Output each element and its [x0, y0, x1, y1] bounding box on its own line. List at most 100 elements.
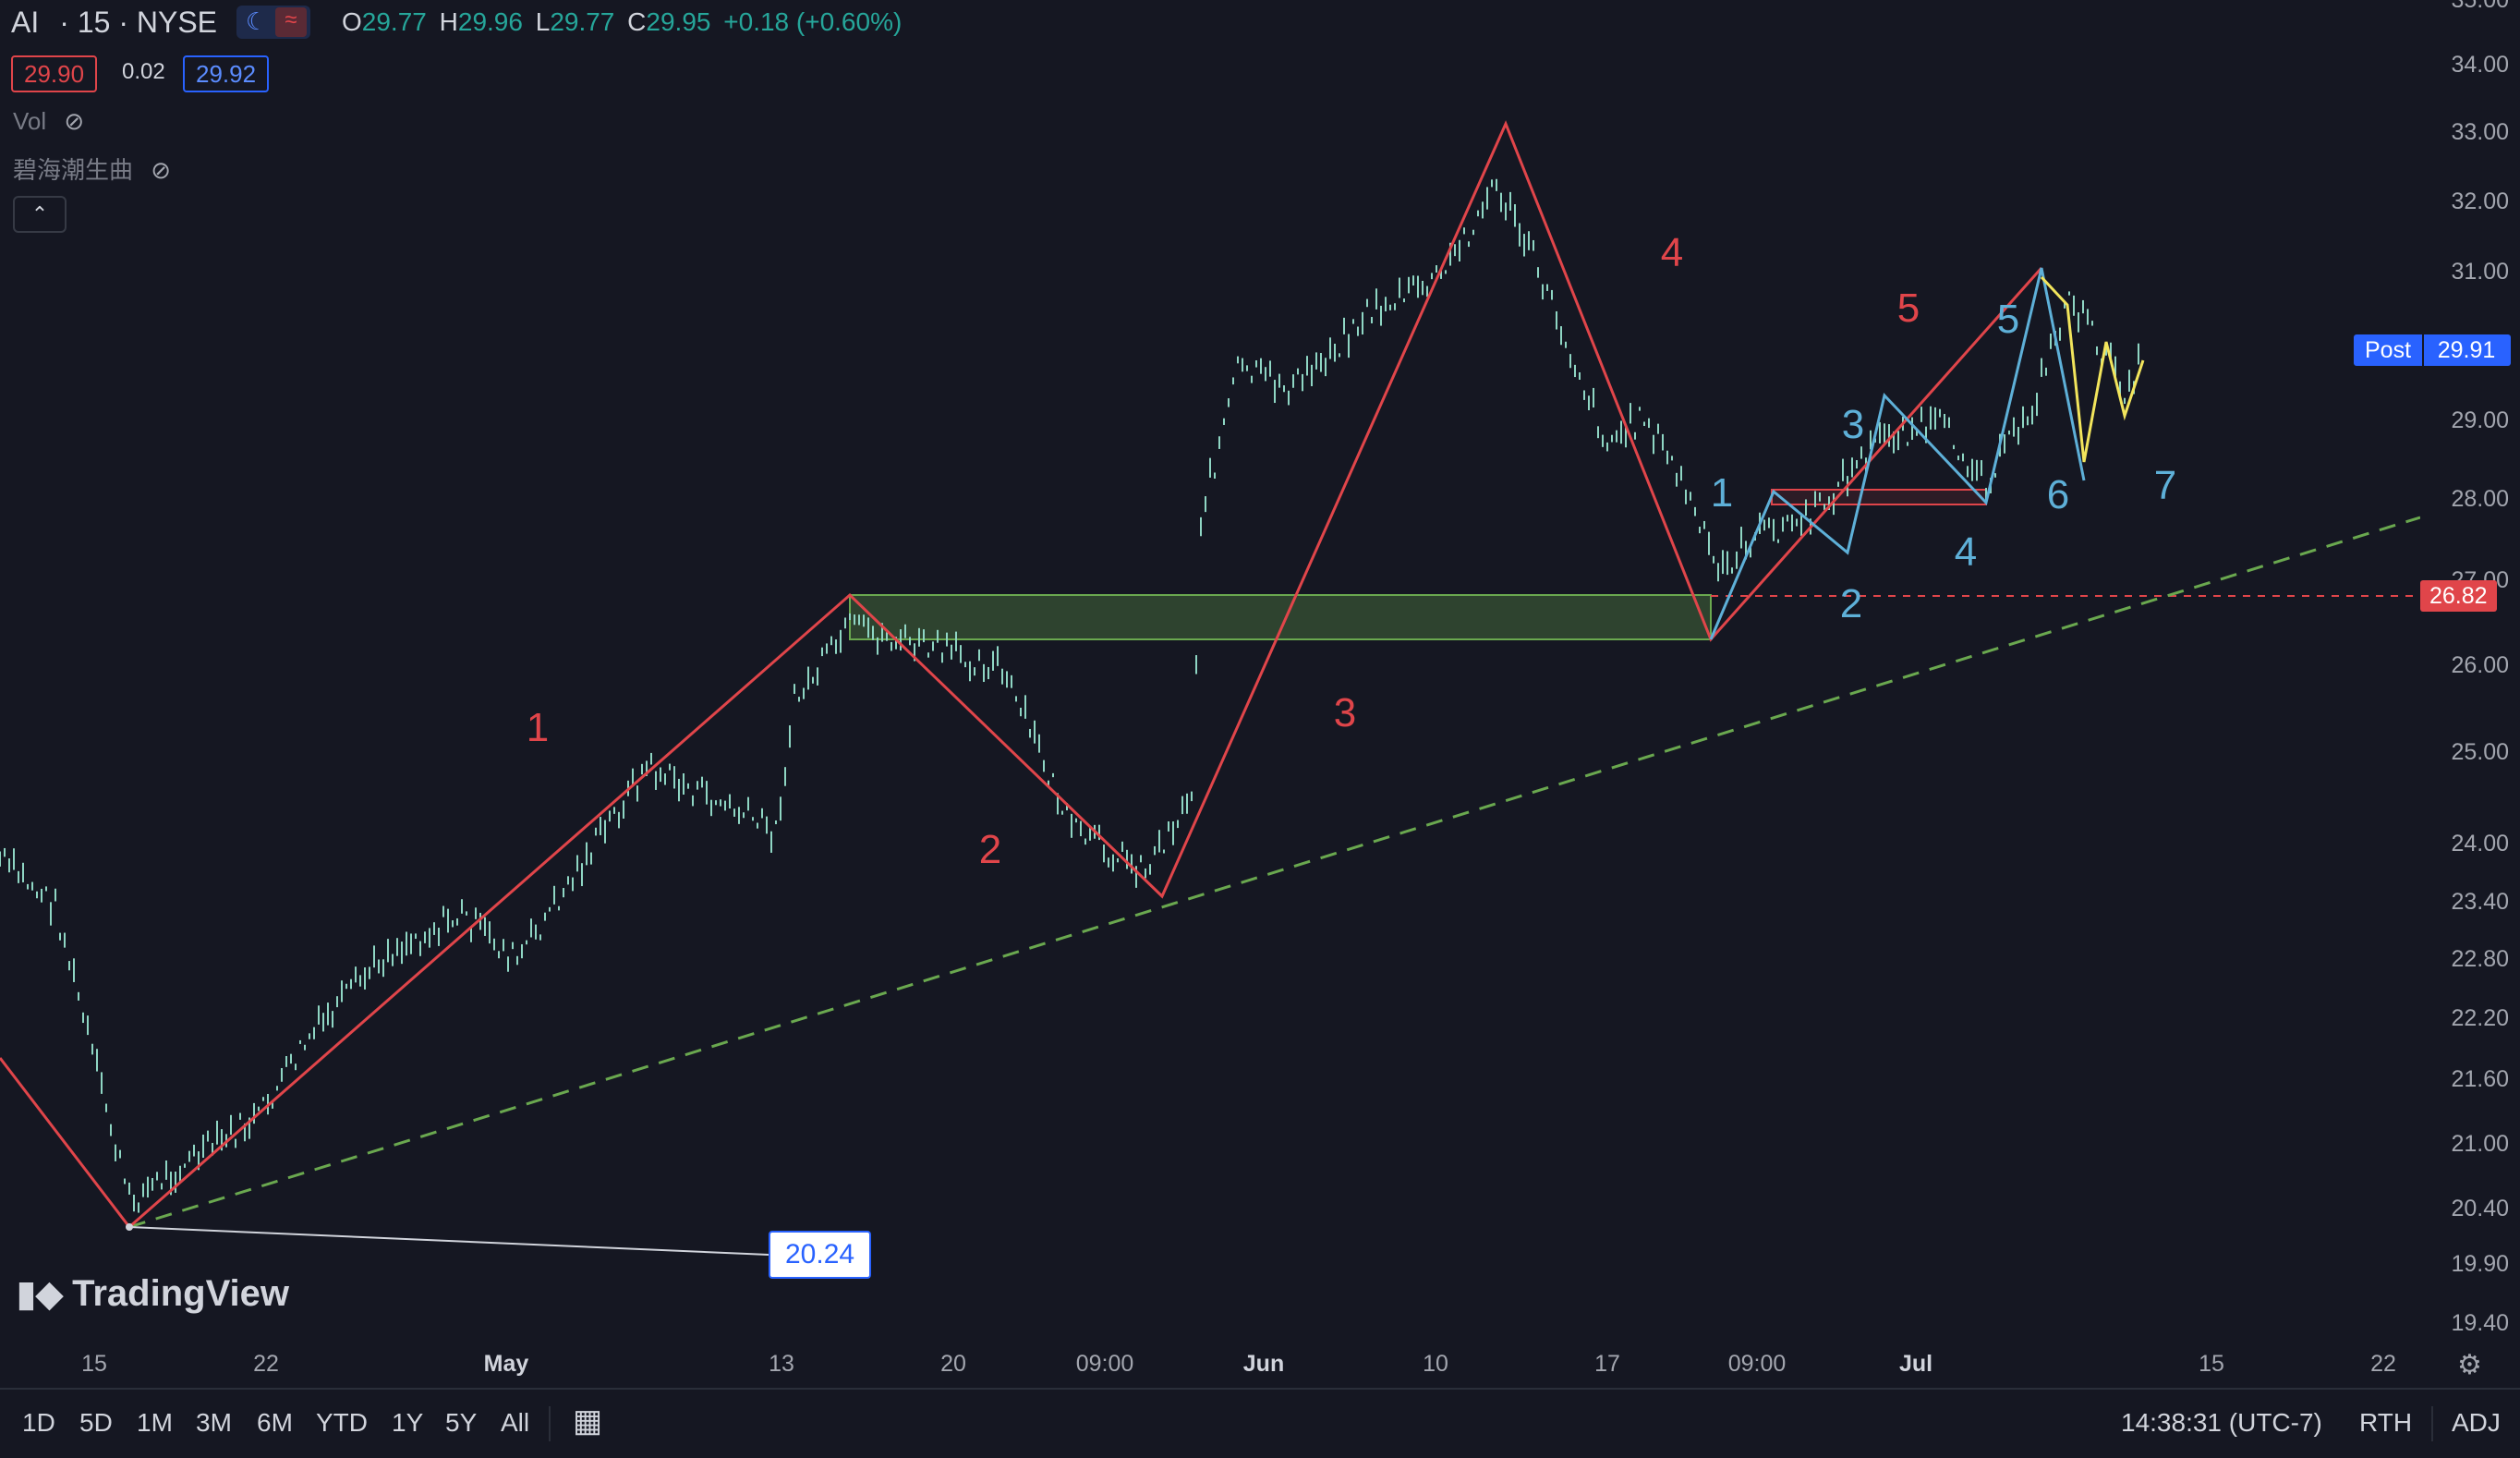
open-label: O: [342, 7, 362, 36]
price-tick: 28.00: [2451, 486, 2509, 512]
interval-exchange[interactable]: · 15 · NYSE: [59, 6, 218, 39]
wave-label-blue-3: 3: [1841, 402, 1865, 447]
calendar-icon[interactable]: ▦: [573, 1403, 603, 1439]
price-tick: 21.00: [2451, 1131, 2509, 1157]
high-label: H: [439, 7, 458, 36]
time-tick: 22: [2370, 1351, 2396, 1377]
price-line-tag[interactable]: 26.82: [2420, 580, 2497, 612]
price-chart[interactable]: [0, 0, 2420, 1388]
price-tick: 19.90: [2451, 1251, 2509, 1277]
wave-icon: ≈: [275, 7, 307, 37]
high-value: 29.96: [457, 7, 523, 36]
range-all[interactable]: All: [501, 1408, 530, 1437]
time-tick: 09:00: [1727, 1351, 1787, 1377]
spread-value: 0.02: [122, 59, 165, 84]
elliott-wave-yellow[interactable]: [2040, 275, 2145, 463]
range-6m[interactable]: 6M: [257, 1408, 293, 1437]
price-tick: 21.60: [2451, 1066, 2509, 1092]
price-tick: 25.00: [2451, 739, 2509, 765]
price-tick: 20.40: [2451, 1196, 2509, 1221]
time-tick: 17: [1594, 1351, 1620, 1377]
time-tick: Jun: [1242, 1351, 1285, 1377]
price-tick: 19.40: [2451, 1310, 2509, 1336]
tradingview-logo-icon: ▮◆: [17, 1275, 64, 1314]
wave-label-red-5: 5: [1896, 286, 1920, 331]
session-toggle-rth[interactable]: RTH: [2359, 1408, 2413, 1437]
time-tick: 20: [940, 1351, 966, 1377]
wave-label-blue-4: 4: [1954, 529, 1978, 575]
time-tick: 15: [2199, 1351, 2224, 1377]
bid-price-box[interactable]: 29.90: [11, 55, 98, 92]
change-value: +0.18 (+0.60%): [723, 7, 903, 36]
time-tick: 15: [81, 1351, 107, 1377]
time-tick: 13: [769, 1351, 794, 1377]
watermark-text: TradingView: [72, 1273, 290, 1314]
elliott-wave-blue[interactable]: [1709, 267, 2086, 640]
wave-label-blue-6: 6: [2046, 472, 2070, 517]
hidden-eye-icon[interactable]: ⊘: [64, 107, 85, 135]
post-market-tag[interactable]: Post 29.91: [2354, 334, 2511, 366]
divider: [549, 1406, 551, 1441]
wave-label-blue-1: 1: [1710, 470, 1734, 516]
range-1d[interactable]: 1D: [22, 1408, 55, 1437]
candlestick-series: [0, 178, 2139, 1213]
indicator-row[interactable]: 碧海潮生曲 ⊘: [13, 152, 171, 186]
chart-area[interactable]: AI · 15 · NYSE ☾ ≈ O29.77 H29.96 L29.77 …: [0, 0, 2420, 1388]
tradingview-watermark: ▮◆ TradingView: [17, 1273, 289, 1315]
low-point-marker: [126, 1223, 133, 1231]
small-zone-rectangle[interactable]: [1771, 489, 1987, 505]
divider: [2431, 1406, 2433, 1441]
elliott-wave-red[interactable]: [0, 120, 2043, 1230]
wave-label-blue-5: 5: [1996, 297, 2020, 342]
ask-price-box[interactable]: 29.92: [183, 55, 270, 92]
wave-label-red-3: 3: [1333, 690, 1357, 735]
price-tick: 22.80: [2451, 946, 2509, 972]
volume-indicator-row[interactable]: Vol ⊘: [13, 107, 84, 136]
price-tick: 23.40: [2451, 889, 2509, 915]
time-tick: May: [483, 1351, 529, 1377]
legend-symbol-row: AI · 15 · NYSE: [11, 6, 217, 40]
post-label: Post: [2354, 334, 2424, 366]
range-1m[interactable]: 1M: [137, 1408, 173, 1437]
price-axis[interactable]: 35.0034.0033.0032.0031.0029.0028.0027.00…: [2420, 0, 2520, 1388]
low-price-label[interactable]: 20.24: [769, 1231, 872, 1279]
range-5d[interactable]: 5D: [79, 1408, 113, 1437]
range-1y[interactable]: 1Y: [392, 1408, 424, 1437]
time-tick: 09:00: [1075, 1351, 1134, 1377]
moon-icon: ☾: [246, 7, 268, 35]
support-trendline[interactable]: [128, 516, 2420, 1229]
chart-settings-icon[interactable]: ⚙: [2457, 1350, 2482, 1380]
wave-label-blue-2: 2: [1839, 581, 1863, 626]
wave-label-red-2: 2: [978, 827, 1002, 872]
price-tick: 34.00: [2451, 52, 2509, 78]
time-tick: Jul: [1898, 1351, 1933, 1377]
range-3m[interactable]: 3M: [196, 1408, 232, 1437]
price-tick: 35.00: [2451, 0, 2509, 13]
price-tick: 29.00: [2451, 407, 2509, 433]
price-tick: 22.20: [2451, 1005, 2509, 1031]
volume-label: Vol: [13, 107, 47, 135]
session-toggle[interactable]: ☾ ≈: [236, 6, 310, 39]
symbol-name[interactable]: AI: [11, 6, 40, 39]
open-value: 29.77: [361, 7, 427, 36]
price-tick: 31.00: [2451, 259, 2509, 285]
chevron-up-icon: ⌃: [30, 202, 49, 225]
time-tick: 10: [1423, 1351, 1448, 1377]
price-tick: 32.00: [2451, 188, 2509, 214]
bottom-toolbar: 1D 5D 1M 3M 6M YTD 1Y 5Y All ▦ 14:38:31 …: [0, 1388, 2520, 1458]
low-value: 29.77: [550, 7, 615, 36]
low-price-pointer-line: [128, 1226, 769, 1256]
wave-label-red-1: 1: [526, 705, 550, 750]
range-ytd[interactable]: YTD: [316, 1408, 368, 1437]
range-5y[interactable]: 5Y: [445, 1408, 478, 1437]
indicator-label: 碧海潮生曲: [13, 156, 134, 184]
close-label: C: [627, 7, 647, 36]
clock-time[interactable]: 14:38:31 (UTC-7): [2121, 1408, 2322, 1437]
post-price: 29.91: [2437, 337, 2496, 363]
close-value: 29.95: [646, 7, 711, 36]
time-axis[interactable]: 15 22 May 13 20 09:00 Jun 10 17 09:00 Jul 15 22: [0, 1347, 2520, 1388]
collapse-legend-button[interactable]: ⌃: [13, 196, 67, 233]
adjust-toggle[interactable]: ADJ: [2452, 1408, 2501, 1437]
hidden-eye-icon[interactable]: ⊘: [151, 156, 172, 184]
ohlc-values: O29.77 H29.96 L29.77 C29.95 +0.18 (+0.60…: [342, 7, 902, 37]
